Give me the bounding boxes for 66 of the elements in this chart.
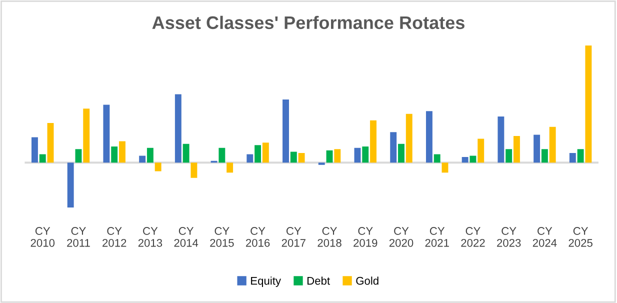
bar bbox=[541, 149, 548, 163]
x-tick-label: CY 2024 bbox=[532, 227, 557, 247]
bar bbox=[290, 152, 297, 163]
bar bbox=[442, 162, 448, 173]
bar bbox=[498, 116, 504, 163]
legend-label: Equity bbox=[251, 276, 282, 287]
bar bbox=[406, 114, 412, 163]
x-tick-label: CY 2017 bbox=[282, 227, 306, 247]
bar bbox=[282, 99, 289, 163]
x-tick-label: CY 2010 bbox=[30, 227, 55, 247]
x-tick-label: CY 2014 bbox=[174, 227, 198, 247]
bar bbox=[226, 162, 234, 173]
bar bbox=[139, 156, 146, 163]
bar bbox=[218, 148, 226, 163]
x-tick-label: CY 2019 bbox=[354, 227, 378, 247]
bar bbox=[390, 132, 397, 163]
x-tick-label: CY 2011 bbox=[67, 227, 90, 247]
bar bbox=[146, 148, 154, 163]
bar bbox=[39, 154, 46, 163]
bar bbox=[506, 149, 512, 163]
bar bbox=[326, 150, 333, 163]
bar bbox=[513, 136, 520, 163]
x-tick-label: CY 2013 bbox=[138, 227, 162, 247]
chart-title: Asset Classes' Performance Rotates bbox=[152, 16, 464, 30]
bar bbox=[478, 138, 484, 163]
bar bbox=[534, 134, 540, 163]
x-tick-label: CY 2022 bbox=[461, 227, 485, 247]
bar bbox=[354, 148, 361, 163]
bar bbox=[254, 145, 262, 163]
bar bbox=[334, 149, 341, 163]
legend-label: Gold bbox=[356, 276, 378, 285]
x-tick-label: CY 2016 bbox=[246, 227, 270, 247]
bar bbox=[585, 45, 592, 163]
bar bbox=[31, 137, 38, 163]
bar bbox=[398, 144, 404, 163]
bar bbox=[119, 141, 126, 163]
x-tick-label: CY 2018 bbox=[318, 227, 342, 247]
bar bbox=[103, 104, 110, 163]
bar bbox=[462, 156, 468, 163]
bar bbox=[262, 142, 269, 163]
bar bbox=[182, 144, 190, 163]
bar bbox=[577, 149, 584, 163]
bar bbox=[67, 162, 74, 208]
bar bbox=[370, 120, 376, 163]
legend-label: Debt bbox=[307, 276, 330, 285]
bar bbox=[174, 94, 182, 163]
bar bbox=[75, 149, 82, 163]
bar bbox=[154, 162, 162, 172]
bar bbox=[470, 156, 476, 163]
x-tick-label: CY 2023 bbox=[497, 227, 521, 247]
bar bbox=[549, 126, 556, 163]
bar bbox=[47, 123, 54, 163]
bar bbox=[434, 154, 440, 163]
x-tick-label: CY 2025 bbox=[568, 227, 592, 247]
bar bbox=[426, 111, 432, 163]
bar bbox=[569, 153, 576, 163]
x-tick-label: CY 2020 bbox=[389, 227, 414, 247]
x-tick-label: CY 2021 bbox=[425, 227, 449, 247]
x-tick-label: CY 2012 bbox=[102, 227, 126, 247]
bar bbox=[246, 154, 254, 163]
bar bbox=[298, 153, 305, 163]
bar bbox=[362, 146, 369, 163]
bar bbox=[111, 146, 118, 163]
bar bbox=[83, 108, 90, 163]
bar bbox=[190, 162, 198, 178]
x-tick-label: CY 2015 bbox=[210, 227, 234, 247]
